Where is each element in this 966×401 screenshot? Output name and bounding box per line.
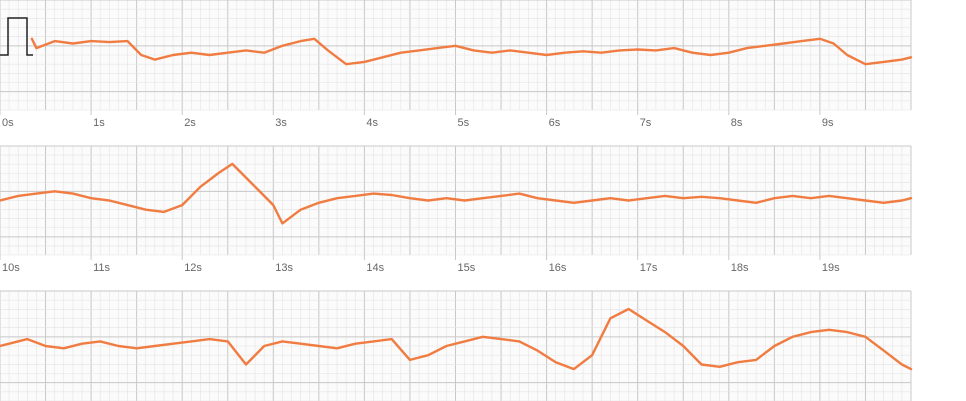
x-tick-label: 18s bbox=[731, 262, 749, 274]
x-tick-label: 12s bbox=[184, 262, 202, 274]
x-tick-label: 1s bbox=[93, 117, 105, 129]
x-tick-label: 5s bbox=[458, 117, 470, 129]
x-tick-label: 9s bbox=[822, 117, 834, 129]
x-tick-label: 3s bbox=[275, 117, 287, 129]
ecg-trace-strip-2 bbox=[0, 162, 913, 225]
x-tick-label: 16s bbox=[549, 262, 567, 274]
x-tick-label: 17s bbox=[640, 262, 658, 274]
ecg-trace-strip-3 bbox=[0, 307, 913, 371]
x-tick-label: 13s bbox=[275, 262, 293, 274]
x-tick-label: 0s bbox=[2, 117, 14, 129]
x-tick-label: 15s bbox=[458, 262, 476, 274]
x-tick-label: 4s bbox=[366, 117, 378, 129]
x-tick-label: 10s bbox=[2, 262, 20, 274]
x-tick-label: 8s bbox=[731, 117, 743, 129]
x-tick-label: 2s bbox=[184, 117, 196, 129]
x-tick-label: 14s bbox=[366, 262, 384, 274]
x-tick-label: 19s bbox=[822, 262, 840, 274]
x-tick-label: 11s bbox=[93, 262, 110, 274]
x-tick-label: 7s bbox=[640, 117, 652, 129]
ecg-trace-strip-1 bbox=[30, 37, 913, 66]
x-tick-label: 6s bbox=[549, 117, 561, 129]
calibration-pulse bbox=[0, 17, 33, 56]
